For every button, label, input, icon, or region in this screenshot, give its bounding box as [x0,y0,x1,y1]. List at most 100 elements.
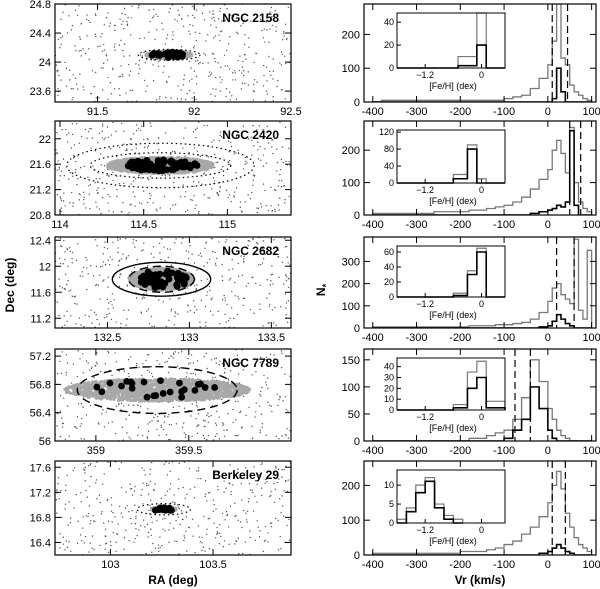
field-star [56,301,58,303]
field-star [169,7,171,10]
field-star [168,11,170,13]
field-star [109,22,112,24]
field-star [201,183,203,185]
field-star [112,68,114,71]
member-star [164,49,172,56]
field-star [165,325,167,328]
field-star [253,61,255,64]
field-star [196,150,199,152]
field-star [280,89,283,91]
field-star [141,55,144,57]
field-star [233,252,235,255]
field-star [237,32,239,35]
field-star [203,173,205,175]
field-star [66,320,68,323]
observed-star [116,159,120,163]
field-star [278,276,280,279]
field-star [163,195,166,198]
field-star [130,203,132,206]
field-star [203,19,206,21]
field-star [146,265,149,267]
field-star [72,74,74,76]
field-star [95,35,97,38]
field-star [192,25,194,27]
field-star [249,308,252,311]
field-star [85,18,88,21]
field-star [77,88,79,90]
field-star [110,318,113,321]
field-star [156,143,158,145]
field-star [193,147,196,149]
field-star [266,29,268,31]
field-star [212,37,215,39]
field-star [101,123,104,126]
cluster-radius-ellipse [137,48,201,61]
field-star [56,132,58,134]
field-star [102,261,105,263]
field-star [112,171,114,174]
field-star [136,258,138,261]
field-star [160,238,163,240]
field-star [85,207,87,209]
field-star [221,30,223,32]
field-star [97,187,99,189]
field-star [59,47,61,49]
field-star [75,83,78,85]
field-star [114,29,116,31]
field-star [101,50,104,52]
field-star [270,186,272,189]
field-star [63,239,65,242]
field-star [94,13,97,15]
field-star [203,172,205,174]
field-star [214,251,216,254]
field-star [285,307,287,309]
field-star [138,64,140,66]
field-star [226,303,228,306]
x-tick-label: 114.5 [130,219,157,231]
field-star [114,49,116,51]
field-star [241,66,244,68]
field-star [66,134,68,136]
field-star [261,250,263,252]
field-star [206,124,208,127]
field-star [131,89,134,92]
field-star [79,36,81,38]
field-star [162,71,164,73]
member-star [177,50,185,58]
field-star [115,155,118,158]
field-star [233,317,235,320]
field-star [86,35,88,37]
field-star [286,321,289,324]
field-star [189,33,191,35]
member-star [128,164,136,172]
field-star [285,302,288,304]
field-star [219,131,222,133]
field-star [202,62,204,65]
field-star [266,248,268,250]
field-star [123,55,125,57]
field-star [80,55,82,57]
field-star [170,97,172,99]
field-star [212,88,214,90]
field-star [244,163,246,165]
field-star [91,137,94,139]
field-star [243,168,245,170]
field-star [195,288,198,290]
field-star [118,146,121,149]
field-star [75,323,77,325]
field-star [199,61,201,64]
field-star [68,15,70,17]
field-star [93,85,96,88]
member-star [150,166,158,174]
field-star [268,292,271,295]
field-star [66,283,68,286]
field-star [237,149,239,151]
field-star [234,72,236,74]
field-star [108,312,110,315]
field-star [84,52,87,55]
field-star [229,194,231,196]
field-star [74,45,76,47]
field-star [147,308,150,310]
field-star [193,311,196,314]
